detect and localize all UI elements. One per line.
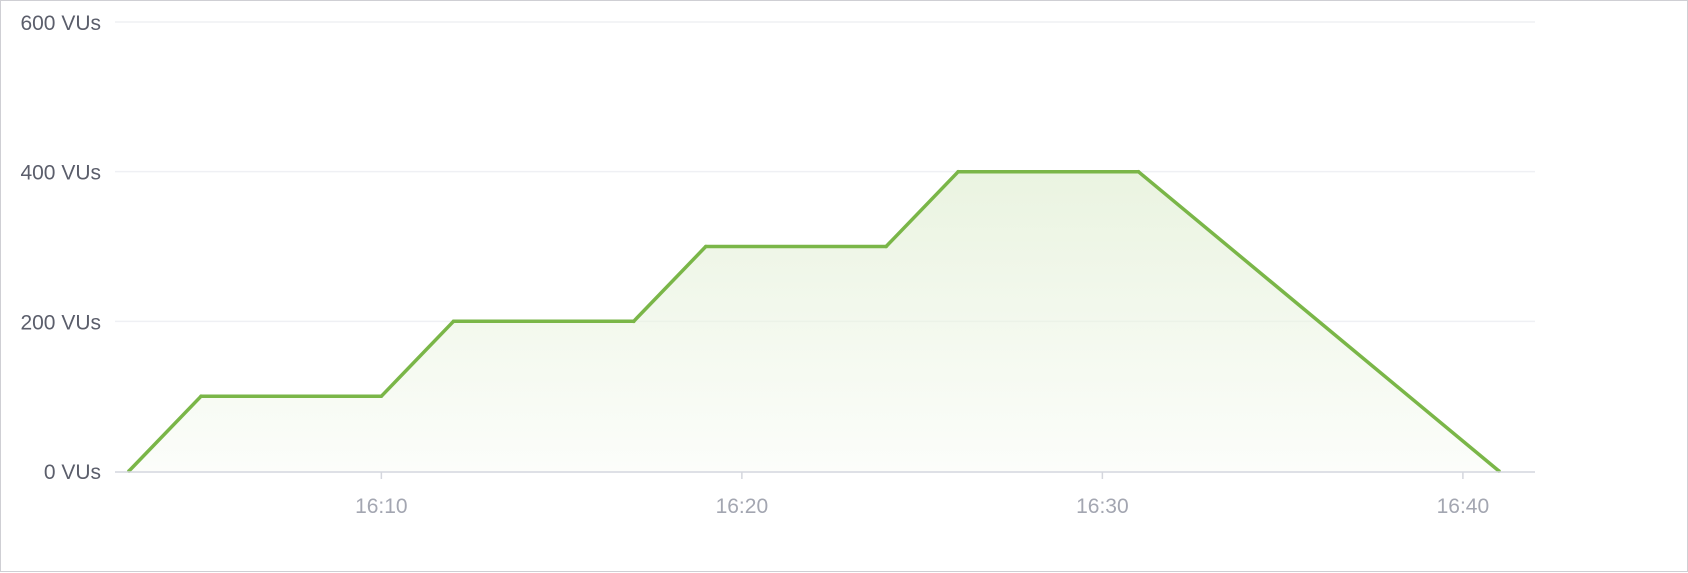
vus-data-point [379,394,384,398]
vus-data-point [956,169,960,174]
vus-data-point [884,244,888,249]
x-tick-label: 16:30 [1076,495,1129,518]
x-tick-label: 16:10 [355,495,408,518]
x-tick-label: 16:40 [1437,495,1490,518]
vus-data-point [704,244,708,249]
vus-series-line [127,169,1501,473]
vus-area-fill [129,171,1499,471]
y-tick-label: 600 VUs [20,12,101,35]
x-tick-label: 16:20 [716,495,769,518]
vus-data-point [451,319,456,324]
vus-data-point [199,394,203,398]
vus-data-point [1136,169,1141,174]
vus-data-point [631,319,636,324]
y-tick-label: 200 VUs [20,311,101,334]
y-tick-label: 0 VUs [44,461,101,484]
y-tick-label: 400 VUs [20,162,101,185]
